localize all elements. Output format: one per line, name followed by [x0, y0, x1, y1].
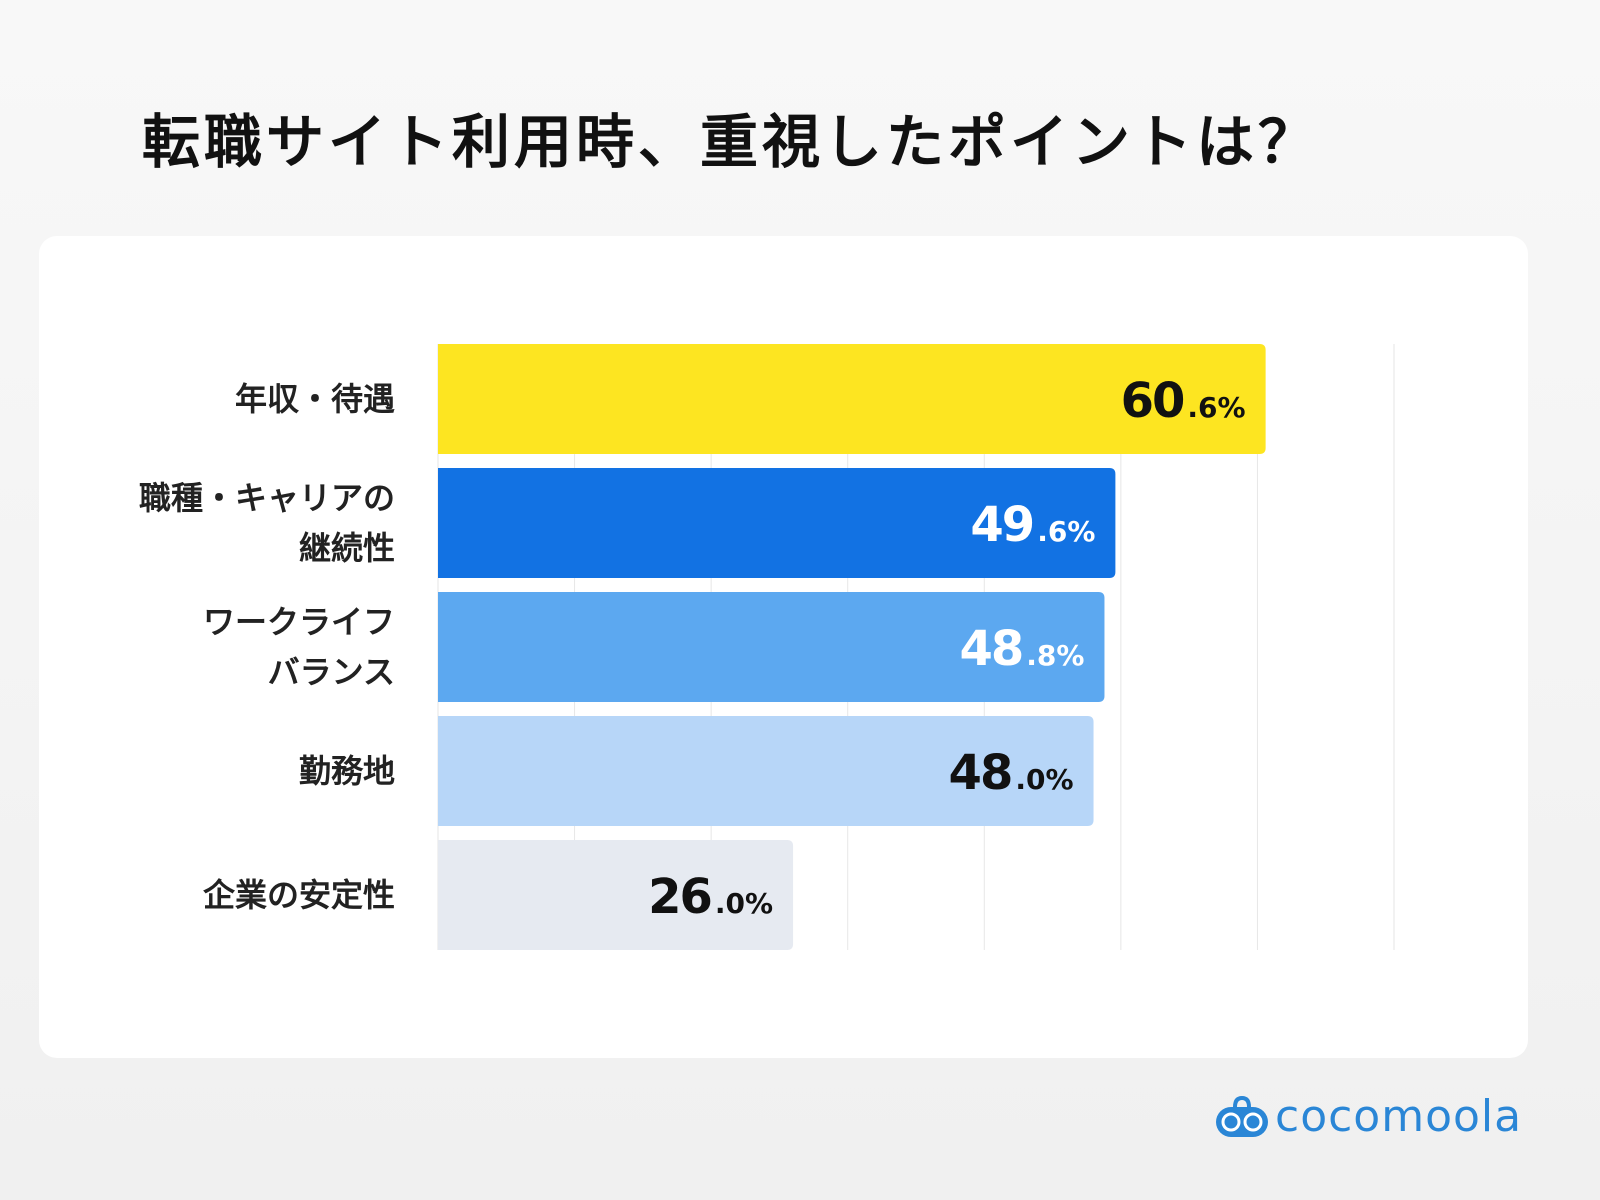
- page-title: 転職サイト利用時、重視したポイントは？: [142, 108, 1321, 176]
- logo-text: cocomoola: [1275, 1091, 1523, 1142]
- value-label: 26.0%: [648, 869, 773, 925]
- logo-icon: [1216, 1095, 1268, 1137]
- bar: [438, 840, 794, 950]
- bar: [438, 468, 1116, 578]
- cocomoola-logo: cocomoola: [1215, 1095, 1522, 1139]
- value-label: 48.8%: [959, 621, 1084, 677]
- value-label: 60.6%: [1121, 373, 1246, 429]
- value-label: 48.0%: [949, 745, 1074, 801]
- bar: [438, 344, 1266, 454]
- category-label: 年収・待遇: [235, 380, 395, 418]
- bar: [438, 716, 1094, 826]
- bar: [438, 592, 1105, 702]
- category-label: ワークライフバランス: [203, 603, 395, 691]
- category-label: 職種・キャリアの継続性: [139, 479, 395, 567]
- category-label: 企業の安定性: [203, 876, 395, 914]
- value-label: 49.6%: [970, 497, 1095, 553]
- category-label: 勤務地: [299, 752, 395, 790]
